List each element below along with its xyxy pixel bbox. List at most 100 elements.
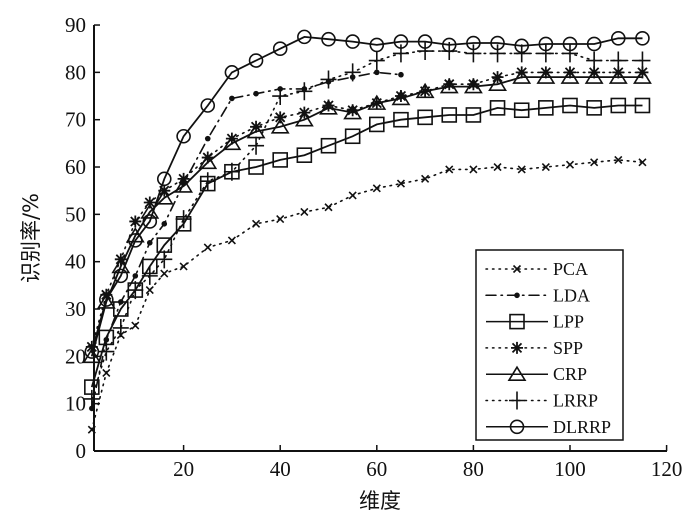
data-point-lrrp [248,136,265,155]
data-point-lrrp [296,82,313,101]
data-point-crp [633,68,652,84]
data-point-crp [343,104,363,120]
data-point-spp [201,151,214,164]
data-point-pca [469,165,478,174]
data-point-lpp [489,100,506,116]
y-tick-label: 90 [65,13,86,37]
data-point-lpp [344,128,361,145]
data-point-lrrp [465,44,482,63]
data-point-dlrrp [345,34,360,49]
legend-label: DLRRP [553,417,611,437]
series-line-lda [91,71,402,410]
series-lrrp [83,42,651,408]
data-point-pca [276,215,285,224]
data-point-dlrrp [248,53,264,68]
data-point-spp [129,215,142,228]
data-point-crp [488,75,507,91]
legend-item-pca: PCA [485,259,588,279]
data-point-lpp [562,97,578,114]
legend-label: CRP [553,364,587,384]
data-point-crp [294,111,314,127]
data-point-pca [565,160,575,169]
data-point-dlrrp [393,34,409,49]
legend-marker-spp [511,341,523,354]
legend: PCA LDA LPP SPP CRP LRRP DLRRP [475,249,624,441]
data-point-lrrp [537,44,554,63]
data-point-pca [445,165,454,174]
data-point-pca [300,207,309,217]
data-point-pca [227,236,236,245]
x-tick-label: 60 [366,457,387,481]
y-tick-label: 40 [65,250,86,274]
series-line-dlrrp [90,35,643,352]
data-point-spp [143,196,156,209]
data-point-crp [536,68,556,84]
data-point-dlrrp [321,31,336,47]
series-crp [82,68,652,364]
data-point-spp [346,104,359,117]
series-layer [82,29,652,434]
data-point-lda [146,239,153,246]
data-point-dlrrp [200,98,216,113]
data-point-crp [174,177,194,193]
data-point-dlrrp [635,30,650,46]
legend-label: LPP [553,312,584,332]
data-point-dlrrp [441,37,457,53]
data-point-dlrrp [610,30,626,46]
x-axis-title: 维度 [359,489,401,513]
data-point-pca [102,368,111,377]
data-point-pca [541,162,550,172]
data-point-spp [225,132,238,145]
data-point-lpp [417,109,433,126]
legend-marker-lda [514,292,520,299]
data-point-lrrp [320,70,337,89]
legend-box [475,249,624,441]
data-point-crp [96,293,116,309]
data-point-crp [560,68,580,84]
data-point-lpp [368,116,385,133]
data-point-dlrrp [156,171,172,187]
data-point-crp [608,68,628,84]
data-point-pca [517,165,526,174]
data-point-lrrp [513,44,530,63]
data-point-lrrp [175,210,192,229]
data-point-pca [590,158,599,167]
data-point-lrrp [586,51,603,70]
y-axis-title: 识别率/% [19,193,43,283]
data-point-lpp [441,107,458,123]
data-point-spp [274,111,287,124]
legend-label: PCA [553,259,588,279]
series-pca [87,155,647,434]
data-point-lrrp [98,342,115,361]
data-point-lrrp [634,51,651,70]
series-dlrrp [84,29,650,359]
data-point-spp [612,66,625,79]
data-point-spp [515,66,528,79]
data-point-lrrp [127,281,144,300]
axes [93,25,667,452]
data-point-lpp [634,97,651,114]
data-point-lrrp [562,44,578,63]
data-point-lda [204,135,211,142]
data-point-crp [415,82,435,99]
data-point-lda [161,221,168,227]
data-point-pca [251,219,261,228]
y-tick-label: 20 [65,344,86,368]
data-point-crp [222,134,242,151]
data-point-spp [322,99,335,112]
data-point-crp [270,118,290,134]
data-point-dlrrp [142,214,158,229]
legend-marker-lrrp [509,391,525,410]
data-point-pca [203,243,212,252]
data-point-spp [539,66,552,79]
legend-item-lda: LDA [485,285,590,305]
data-point-lpp [296,147,313,163]
data-point-pca [372,184,381,193]
data-point-pca [324,203,333,212]
data-point-pca [396,179,406,188]
x-tick-label: 120 [651,457,683,481]
y-tick-label: 80 [65,60,86,84]
data-point-lrrp [156,250,173,269]
data-point-spp [250,120,263,133]
